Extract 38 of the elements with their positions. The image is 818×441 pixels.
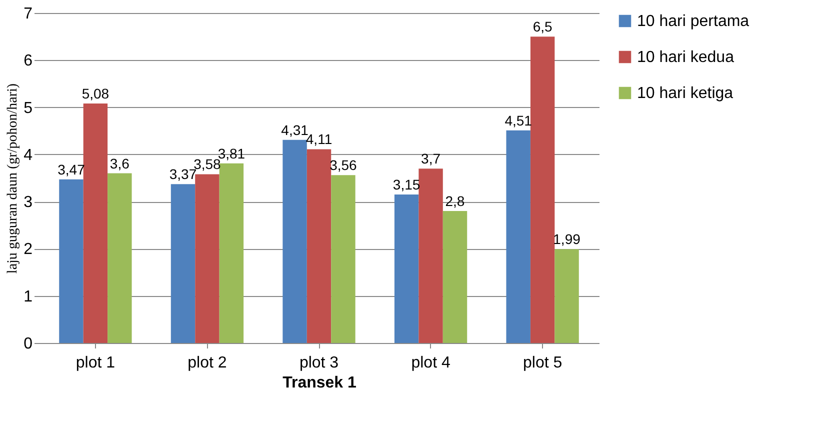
y-tick-label: 6 (24, 52, 33, 70)
legend-label: 10 hari kedua (637, 49, 734, 66)
x-tick-label: plot 4 (411, 354, 450, 372)
legend-label: 10 hari pertama (637, 13, 750, 30)
bar (418, 168, 443, 343)
bar (83, 104, 108, 343)
bar (59, 179, 84, 343)
y-tick-label: 4 (24, 146, 33, 164)
bar (331, 175, 356, 343)
y-tick-label: 0 (24, 336, 33, 352)
bar (108, 173, 132, 343)
bar (195, 174, 220, 343)
y-tick-label: 5 (24, 100, 33, 117)
y-axis-title: laju guguran daun (gr/pohon/hari) (6, 83, 21, 274)
data-label: 6,5 (532, 18, 552, 35)
bar (442, 211, 468, 343)
bar (506, 130, 530, 343)
bar (282, 140, 307, 343)
x-tick-label: plot 1 (76, 354, 116, 372)
data-label: 3,6 (110, 155, 130, 172)
y-tick-label: 7 (24, 6, 33, 22)
legend-label: 10 hari ketiga (637, 85, 734, 102)
bar (170, 184, 196, 343)
bar (219, 163, 244, 343)
data-label: 3,7 (421, 150, 441, 167)
bar (554, 249, 579, 343)
y-tick-label: 3 (24, 194, 33, 212)
x-tick-label: plot 3 (299, 354, 339, 372)
bar (394, 194, 419, 343)
bar (530, 36, 555, 343)
data-label: 5,08 (82, 86, 110, 102)
x-tick-label: plot 2 (188, 354, 227, 372)
bar (306, 149, 332, 343)
x-tick-label: plot 5 (522, 354, 562, 372)
y-tick-label: 2 (24, 241, 33, 258)
y-tick-label: 1 (24, 288, 33, 306)
data-label: 2,8 (445, 193, 465, 209)
x-axis-title: Transek 1 (282, 374, 357, 392)
